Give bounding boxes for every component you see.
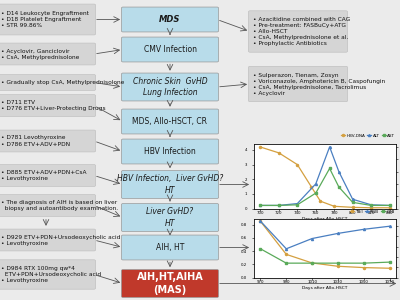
- FancyBboxPatch shape: [0, 164, 96, 187]
- X-axis label: Days after Allo-HSCT: Days after Allo-HSCT: [302, 217, 348, 221]
- FancyBboxPatch shape: [0, 195, 96, 217]
- AST: [327, 167, 332, 170]
- FancyBboxPatch shape: [122, 170, 218, 199]
- ALT: [276, 204, 281, 207]
- Text: • Acyclovir, Ganciclovir
• CsA, Methylprednisolone: • Acyclovir, Ganciclovir • CsA, Methylpr…: [1, 49, 80, 59]
- HGB: [336, 232, 340, 235]
- Text: Chronic Skin  GvHD
Lung Infection: Chronic Skin GvHD Lung Infection: [133, 77, 207, 97]
- Text: • D984 RTX 100mg qw*4
  ETV+PDN+Ursodeoxycholic acid
• Levothyroxine: • D984 RTX 100mg qw*4 ETV+PDN+Ursodeoxyc…: [1, 266, 101, 283]
- FancyBboxPatch shape: [122, 73, 218, 101]
- GLB: [361, 261, 366, 265]
- AST: [313, 191, 318, 195]
- FancyBboxPatch shape: [0, 229, 96, 251]
- Text: MDS: MDS: [159, 15, 181, 24]
- FancyBboxPatch shape: [122, 139, 218, 164]
- GLB: [310, 261, 314, 265]
- Text: CMV Infection: CMV Infection: [144, 45, 196, 54]
- FancyBboxPatch shape: [0, 94, 96, 116]
- ALT: [313, 182, 318, 186]
- AST: [276, 204, 281, 207]
- FancyBboxPatch shape: [122, 109, 218, 134]
- HBV-DNA: [309, 185, 314, 188]
- Text: AIH,HT,AIHA
(MAS): AIH,HT,AIHA (MAS): [137, 272, 203, 295]
- GLB: [284, 261, 289, 265]
- HBV-DNA: [318, 200, 323, 203]
- HGB: [284, 247, 289, 250]
- Text: HBV Infection,  Liver GvHD?
HT: HBV Infection, Liver GvHD? HT: [117, 174, 223, 194]
- HGB: [310, 237, 314, 240]
- Text: Liver GvHD?
HT: Liver GvHD? HT: [146, 208, 194, 227]
- TBil: [336, 265, 340, 268]
- FancyBboxPatch shape: [122, 235, 218, 260]
- TBil: [310, 261, 314, 265]
- FancyBboxPatch shape: [122, 7, 218, 32]
- TBil: [387, 266, 392, 270]
- HGB: [387, 224, 392, 228]
- HBV-DNA: [332, 205, 337, 208]
- FancyBboxPatch shape: [0, 43, 96, 65]
- AST: [295, 203, 300, 207]
- FancyBboxPatch shape: [122, 37, 218, 62]
- AST: [258, 204, 263, 207]
- Line: ALT: ALT: [260, 146, 390, 206]
- ALT: [350, 197, 355, 201]
- ALT: [295, 202, 300, 206]
- Text: HBV Infection: HBV Infection: [144, 147, 196, 156]
- Line: TBil: TBil: [260, 220, 390, 269]
- Text: • Sulperazon, Tienam, Zosyn
• Voriconazole, Amphotericin B, Caspofungin
• CsA, M: • Sulperazon, Tienam, Zosyn • Voriconazo…: [253, 73, 385, 95]
- AST: [336, 185, 341, 189]
- ALT: [336, 170, 341, 173]
- Line: HGB: HGB: [260, 220, 390, 250]
- ALT: [369, 203, 374, 207]
- FancyBboxPatch shape: [0, 4, 96, 35]
- HBV-DNA: [258, 145, 263, 149]
- TBil: [284, 253, 289, 256]
- Legend: TBil, HGB, GLB: TBil, HGB, GLB: [348, 208, 397, 215]
- X-axis label: Days after Allo-HSCT: Days after Allo-HSCT: [302, 286, 348, 290]
- HGB: [361, 227, 366, 231]
- Text: • D885 ETV+ADV+PDN+CsA
• Levothyroxine: • D885 ETV+ADV+PDN+CsA • Levothyroxine: [1, 170, 87, 181]
- Text: • D14 Leukocyte Engraftment
• D18 Platelet Engraftment
• STR 99.86%: • D14 Leukocyte Engraftment • D18 Platel…: [1, 11, 89, 28]
- AST: [369, 204, 374, 207]
- Text: • Gradually stop CsA, Methylprednisolone: • Gradually stop CsA, Methylprednisolone: [1, 80, 124, 85]
- GLB: [387, 260, 392, 264]
- Line: GLB: GLB: [260, 248, 390, 264]
- TBil: [258, 220, 263, 223]
- FancyBboxPatch shape: [248, 11, 348, 52]
- Text: • Azacitidine combined with CAG
• Pre-treatment: FASBuCy+ATG
• Allo-HSCT
• CsA, : • Azacitidine combined with CAG • Pre-tr…: [253, 17, 350, 46]
- ALT: [258, 204, 263, 207]
- HBV-DNA: [276, 151, 281, 155]
- Text: • The diagnosis of AIH is based on liver
  biopsy and autoantibody examination.: • The diagnosis of AIH is based on liver…: [1, 200, 118, 211]
- Text: • D781 Levothyroxine
• D786 ETV+ADV+PDN: • D781 Levothyroxine • D786 ETV+ADV+PDN: [1, 136, 70, 146]
- FancyBboxPatch shape: [248, 66, 348, 102]
- Text: • D711 ETV
• D776 ETV+Liver-Protecting Drugs: • D711 ETV • D776 ETV+Liver-Protecting D…: [1, 100, 106, 111]
- HBV-DNA: [387, 206, 392, 210]
- Line: HBV-DNA: HBV-DNA: [260, 146, 390, 209]
- AST: [387, 204, 392, 207]
- HBV-DNA: [369, 206, 374, 210]
- GLB: [258, 247, 263, 250]
- ALT: [387, 204, 392, 207]
- Legend: HBV-DNA, ALT, AST: HBV-DNA, ALT, AST: [339, 132, 397, 139]
- FancyBboxPatch shape: [0, 260, 96, 289]
- Text: MDS, Allo-HSCT, CR: MDS, Allo-HSCT, CR: [132, 117, 208, 126]
- HGB: [258, 219, 263, 223]
- FancyBboxPatch shape: [0, 74, 96, 90]
- FancyBboxPatch shape: [122, 203, 218, 232]
- HBV-DNA: [350, 206, 355, 209]
- AST: [350, 200, 355, 204]
- Text: • D929 ETV+PDN+Ursodeoxycholic acid
• Levothyroxine: • D929 ETV+PDN+Ursodeoxycholic acid • Le…: [1, 235, 120, 245]
- ALT: [327, 145, 332, 149]
- Line: AST: AST: [260, 167, 390, 206]
- HBV-DNA: [295, 163, 300, 166]
- GLB: [336, 261, 340, 265]
- Text: AIH, HT: AIH, HT: [156, 243, 184, 252]
- TBil: [361, 266, 366, 269]
- FancyBboxPatch shape: [0, 130, 96, 152]
- FancyBboxPatch shape: [122, 269, 218, 298]
